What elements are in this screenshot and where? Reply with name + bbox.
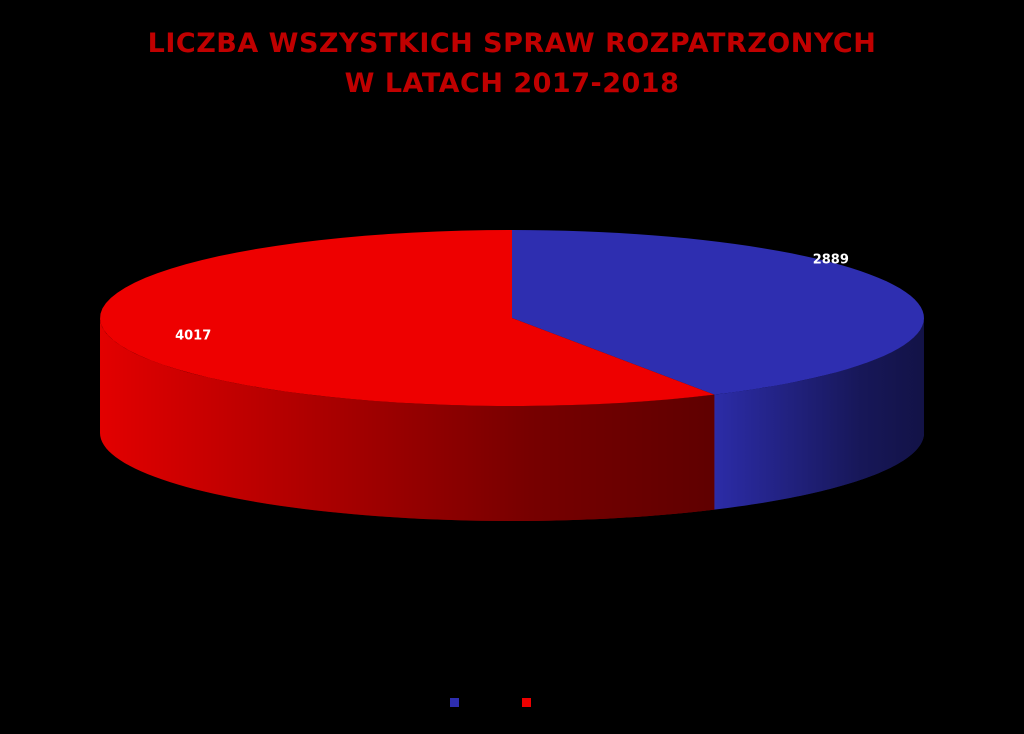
data-label: 2889 [813, 253, 849, 268]
side-shade [100, 318, 715, 521]
pie-slice [512, 230, 924, 395]
chart-title: W LATACH 2017-2018 [345, 68, 680, 99]
legend-swatch [450, 698, 459, 707]
side-shade [714, 318, 924, 510]
pie-slice [100, 230, 715, 406]
data-label: 4017 [175, 328, 211, 343]
legend-swatch [522, 698, 531, 707]
chart-title: LICZBA WSZYSTKICH SPRAW ROZPATRZONYCH [148, 28, 877, 59]
